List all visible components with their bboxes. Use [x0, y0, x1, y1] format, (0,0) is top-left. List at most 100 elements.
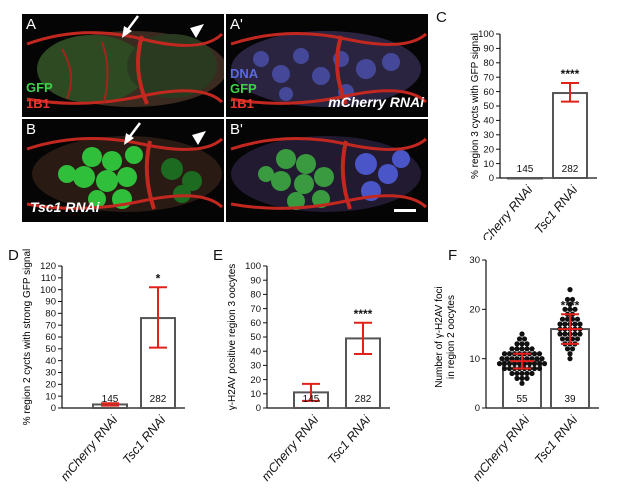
data-point [519, 346, 525, 352]
data-point [501, 361, 508, 367]
data-point [524, 370, 530, 377]
data-point [501, 351, 508, 357]
y-tick-label: 20 [45, 380, 56, 391]
y-tick-label: 60 [250, 318, 261, 329]
data-point [516, 361, 523, 367]
data-point [519, 331, 525, 337]
y-tick-label: 50 [483, 101, 494, 112]
data-point [529, 370, 535, 377]
significance-label: * [156, 271, 161, 285]
y-axis-label: % region 3 cycts with GFP signal [470, 33, 481, 179]
data-point [562, 321, 568, 327]
bar-tsc1 [552, 92, 588, 179]
panel-letter-e: E [213, 247, 223, 264]
data-point [569, 346, 576, 352]
panel-letter-b-prime: B' [230, 121, 243, 138]
data-point [524, 375, 530, 381]
y-tick-label: 40 [45, 356, 56, 367]
y-tick-label: 70 [483, 72, 494, 83]
label-1b1-prime: 1B1 [230, 96, 254, 111]
y-tick-label: 50 [45, 344, 56, 355]
n-label: 282 [355, 394, 372, 405]
data-point [541, 361, 548, 367]
data-point [572, 321, 578, 327]
data-point [506, 361, 513, 367]
y-axis-label: Number of γ-H2AV foci in region 2 oocytes [434, 286, 457, 388]
significance-label: **** [561, 67, 580, 81]
data-point [499, 356, 505, 362]
panel-letter-c: C [436, 9, 447, 26]
data-point [557, 321, 563, 327]
y-tick-label: 30 [45, 368, 56, 379]
significance-label: **** [561, 298, 580, 312]
data-point [567, 301, 573, 307]
chart-c: C 0 10 20 30 40 50 60 70 80 90 100% region 3 cycts … [436, 9, 597, 240]
data-point [509, 370, 515, 377]
data-point [521, 336, 528, 342]
data-point [559, 336, 566, 342]
y-tick-label: 90 [483, 44, 494, 55]
y-tick-label: 100 [478, 29, 494, 40]
data-point [529, 346, 535, 352]
data-point [531, 351, 538, 357]
data-point [509, 356, 515, 362]
micrograph-b-image [26, 136, 224, 212]
data-point [567, 351, 573, 357]
data-point [519, 341, 525, 347]
y-tick-label: 30 [469, 255, 480, 266]
data-point [496, 361, 503, 367]
data-point [577, 331, 583, 337]
y-tick-label: 0 [475, 403, 480, 414]
y-tick-label: 0 [256, 403, 261, 414]
micrograph-a-prime: A' DNA GFP 1B1 mCherry RNAi [226, 14, 428, 117]
y-tick-label: 60 [483, 87, 494, 98]
y-tick-label: 30 [250, 361, 261, 372]
panel-letter-a-prime: A' [230, 16, 243, 33]
data-point [569, 336, 576, 342]
category-label: mCherry RNAi [473, 182, 536, 240]
data-point [521, 361, 528, 367]
data-point [564, 336, 571, 342]
data-point [519, 370, 525, 377]
y-tick-label: 110 [41, 273, 56, 284]
data-point [506, 365, 513, 372]
label-tsc1-rnai: Tsc1 RNAi [30, 199, 100, 215]
n-label: 145 [303, 394, 320, 405]
category-label: Tsc1 RNAi [532, 182, 581, 237]
y-tick-label: 50 [250, 332, 261, 343]
data-point [564, 296, 571, 303]
n-label: 39 [564, 394, 576, 405]
micrograph-a-image [26, 31, 224, 107]
data-point [577, 321, 583, 327]
data-point [564, 346, 571, 352]
y-tick-label: 0 [489, 173, 494, 184]
data-point [511, 361, 518, 367]
category-label: Tsc1 RNAi [120, 412, 169, 467]
y-tick-label: 10 [483, 159, 494, 170]
y-tick-label: 10 [469, 354, 480, 365]
data-point [501, 365, 508, 372]
data-point [531, 365, 538, 372]
label-mcherry-rnai: mCherry RNAi [328, 94, 424, 110]
y-axis-label: γ-H2AV positive region 3 oocytes [227, 264, 238, 411]
y-tick-label: 20 [469, 305, 480, 316]
data-point [567, 306, 573, 312]
data-point [567, 287, 573, 293]
data-point [567, 356, 573, 362]
y-tick-label: 80 [45, 309, 56, 320]
y-tick-label: 10 [250, 389, 261, 400]
data-point [557, 331, 563, 337]
y-tick-label: 20 [250, 375, 261, 386]
data-point [536, 365, 543, 372]
n-label: 282 [562, 164, 579, 175]
y-tick-label: 80 [483, 58, 494, 69]
category-label: Tsc1 RNAi [532, 412, 581, 467]
data-point [506, 351, 513, 357]
y-tick-label: 0 [51, 403, 56, 414]
micrograph-b-prime-image [230, 136, 428, 212]
y-axis-label-line2: in region 2 oocytes [446, 295, 457, 379]
category-label: mCherry RNAi [58, 412, 121, 484]
data-point [526, 361, 533, 367]
y-axis-label: % region 2 cycts with strong GFP signal [22, 249, 33, 426]
